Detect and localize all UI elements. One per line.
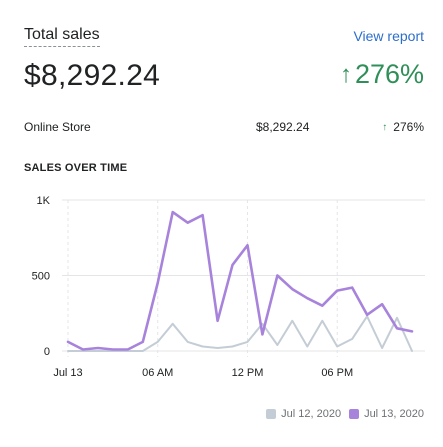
legend-swatch-previous: [266, 409, 277, 419]
breakdown-change: ↑ 276%: [382, 120, 424, 134]
series-line-jul-13: [66, 210, 414, 351]
series-line-jul-12: [67, 315, 413, 352]
sales-over-time-chart: 0 500 1K Jul 13 06 AM 12 PM 06 PM: [32, 195, 425, 379]
x-tick-label: 06 AM: [142, 367, 173, 379]
total-change-percent: 276%: [354, 59, 424, 89]
total-sales-value: $8,292.24: [24, 59, 161, 92]
arrow-up-icon: ↑: [339, 60, 352, 88]
sales-over-time-heading: SALES OVER TIME: [24, 162, 128, 174]
breakdown-label: Online Store: [24, 120, 91, 134]
legend-label-current: Jul 13, 2020: [364, 408, 424, 420]
x-tick-label: 06 PM: [321, 367, 353, 379]
chart-legend: Jul 12, 2020 Jul 13, 2020: [258, 408, 424, 420]
view-report-link[interactable]: View report: [353, 28, 424, 44]
legend-item-previous[interactable]: Jul 12, 2020: [266, 408, 341, 420]
y-tick-label: 1K: [37, 195, 51, 207]
y-tick-label: 500: [32, 271, 50, 283]
card-title: Total sales: [24, 26, 100, 47]
x-tick-label: Jul 13: [53, 367, 82, 379]
breakdown-row-online-store: Online Store $8,292.24 ↑ 276%: [24, 120, 424, 136]
y-tick-label: 0: [44, 346, 50, 358]
arrow-up-icon: ↑: [382, 121, 388, 133]
x-tick-label: 12 PM: [232, 367, 264, 379]
breakdown-value: $8,292.24: [256, 120, 310, 134]
legend-label-previous: Jul 12, 2020: [281, 408, 342, 420]
total-sales-change: ↑ 276%: [340, 59, 424, 90]
legend-item-current[interactable]: Jul 13, 2020: [349, 408, 424, 420]
breakdown-change-percent: 276%: [393, 120, 424, 134]
legend-swatch-current: [349, 409, 360, 419]
